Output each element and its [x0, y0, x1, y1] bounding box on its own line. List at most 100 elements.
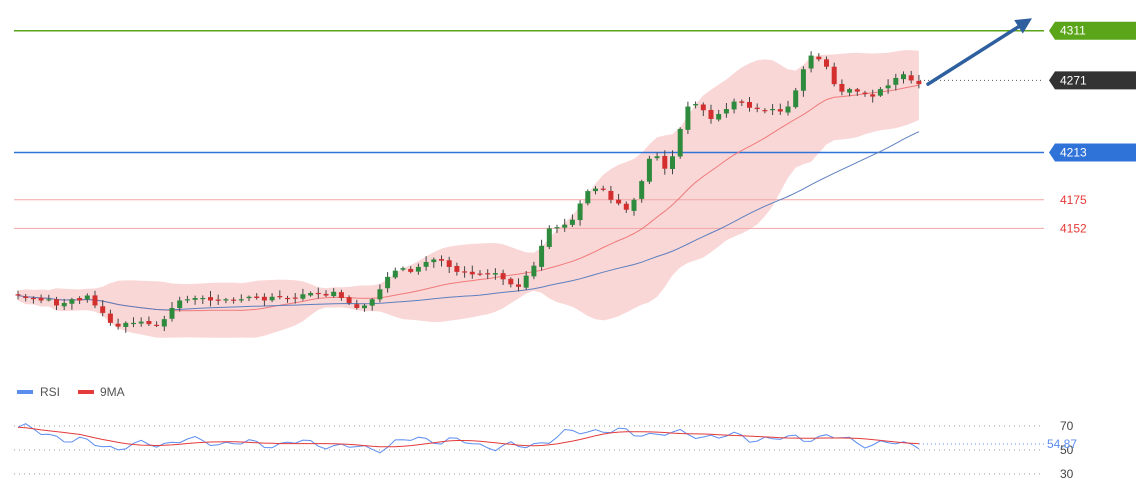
candle-body — [323, 293, 329, 296]
candle-body — [901, 74, 906, 80]
candle — [100, 300, 106, 317]
candle-body — [631, 199, 637, 211]
rsi-line — [17, 423, 920, 454]
candle-body — [716, 114, 722, 120]
candle-body — [192, 298, 198, 300]
candle-body — [685, 106, 691, 130]
candle — [354, 299, 360, 310]
candle — [154, 321, 160, 328]
candle — [161, 315, 167, 332]
candle — [469, 265, 475, 279]
candle-body — [446, 260, 452, 267]
candle-body — [485, 273, 491, 275]
candle — [254, 293, 260, 300]
candle-body — [862, 92, 868, 95]
candle-body — [693, 104, 699, 106]
bollinger-band-area — [18, 50, 919, 338]
candle-body — [346, 297, 352, 303]
candle — [300, 288, 306, 301]
ma-legend-label: 9MA — [100, 385, 125, 399]
candle — [631, 197, 637, 216]
candle — [431, 257, 437, 268]
candle — [893, 73, 899, 91]
candle-body — [369, 299, 375, 306]
rsi-tick-50: 50 — [1060, 443, 1074, 457]
candle — [831, 62, 837, 87]
candle — [554, 224, 560, 233]
candle-body — [877, 89, 883, 96]
candle-body — [231, 299, 237, 301]
candle — [754, 103, 760, 113]
candle — [246, 295, 252, 302]
candle — [770, 104, 776, 116]
candle-body — [300, 294, 306, 299]
candle — [439, 255, 444, 267]
candle-body — [100, 306, 106, 313]
candle — [808, 51, 814, 73]
candle-body — [30, 297, 36, 300]
candle — [408, 266, 414, 274]
candle-body — [770, 109, 776, 111]
candle-body — [454, 265, 460, 272]
candle-body — [893, 77, 899, 85]
candle — [46, 294, 52, 302]
candle-body — [269, 296, 275, 301]
price-tag-label-4311: 4311 — [1060, 24, 1086, 38]
candle-body — [423, 261, 429, 267]
candle-body — [870, 94, 876, 97]
rsi-tick-30: 30 — [1060, 467, 1074, 481]
price-tags-layer: 4311 4271 4213 4175 4152 — [1049, 21, 1136, 235]
candle-body — [816, 56, 822, 60]
candle-body — [754, 107, 760, 110]
candle-body — [308, 293, 314, 296]
candle — [646, 155, 652, 185]
candle — [208, 291, 213, 307]
candle-body — [408, 268, 414, 272]
price-tag-label-4271: 4271 — [1060, 73, 1087, 87]
candle — [870, 89, 876, 103]
candle — [338, 289, 344, 301]
candle — [169, 301, 175, 322]
candle-body — [277, 296, 283, 298]
candle — [762, 108, 768, 114]
rsi-legend-swatch — [17, 390, 33, 394]
candle-body — [539, 245, 545, 267]
candle — [138, 317, 144, 327]
candle — [15, 290, 21, 300]
candle-body — [646, 158, 652, 182]
candle — [677, 127, 683, 159]
candle — [908, 70, 914, 84]
candle-body — [600, 188, 606, 190]
candle — [816, 53, 822, 62]
candle-body — [223, 299, 229, 301]
candle — [600, 185, 606, 192]
candle-body — [670, 156, 675, 169]
candle-body — [385, 276, 391, 289]
candle — [639, 179, 645, 203]
candle-body — [138, 321, 144, 324]
candle — [492, 268, 498, 280]
candle — [800, 66, 806, 97]
candle — [716, 109, 722, 122]
candle-body — [84, 295, 90, 300]
candle-body — [107, 313, 113, 323]
candle — [569, 214, 575, 228]
candle — [685, 101, 691, 134]
candle — [38, 294, 44, 304]
candle — [477, 270, 483, 276]
candle-body — [292, 297, 298, 299]
candle — [901, 71, 906, 84]
candle-body — [800, 69, 806, 91]
candle — [731, 98, 737, 114]
candle — [77, 296, 83, 304]
candle — [616, 193, 622, 206]
candle-body — [54, 299, 59, 306]
candle — [623, 201, 629, 213]
candle-body — [61, 302, 67, 307]
candle — [200, 295, 206, 304]
candle — [115, 318, 121, 330]
candle — [292, 292, 298, 304]
candle — [508, 277, 514, 288]
